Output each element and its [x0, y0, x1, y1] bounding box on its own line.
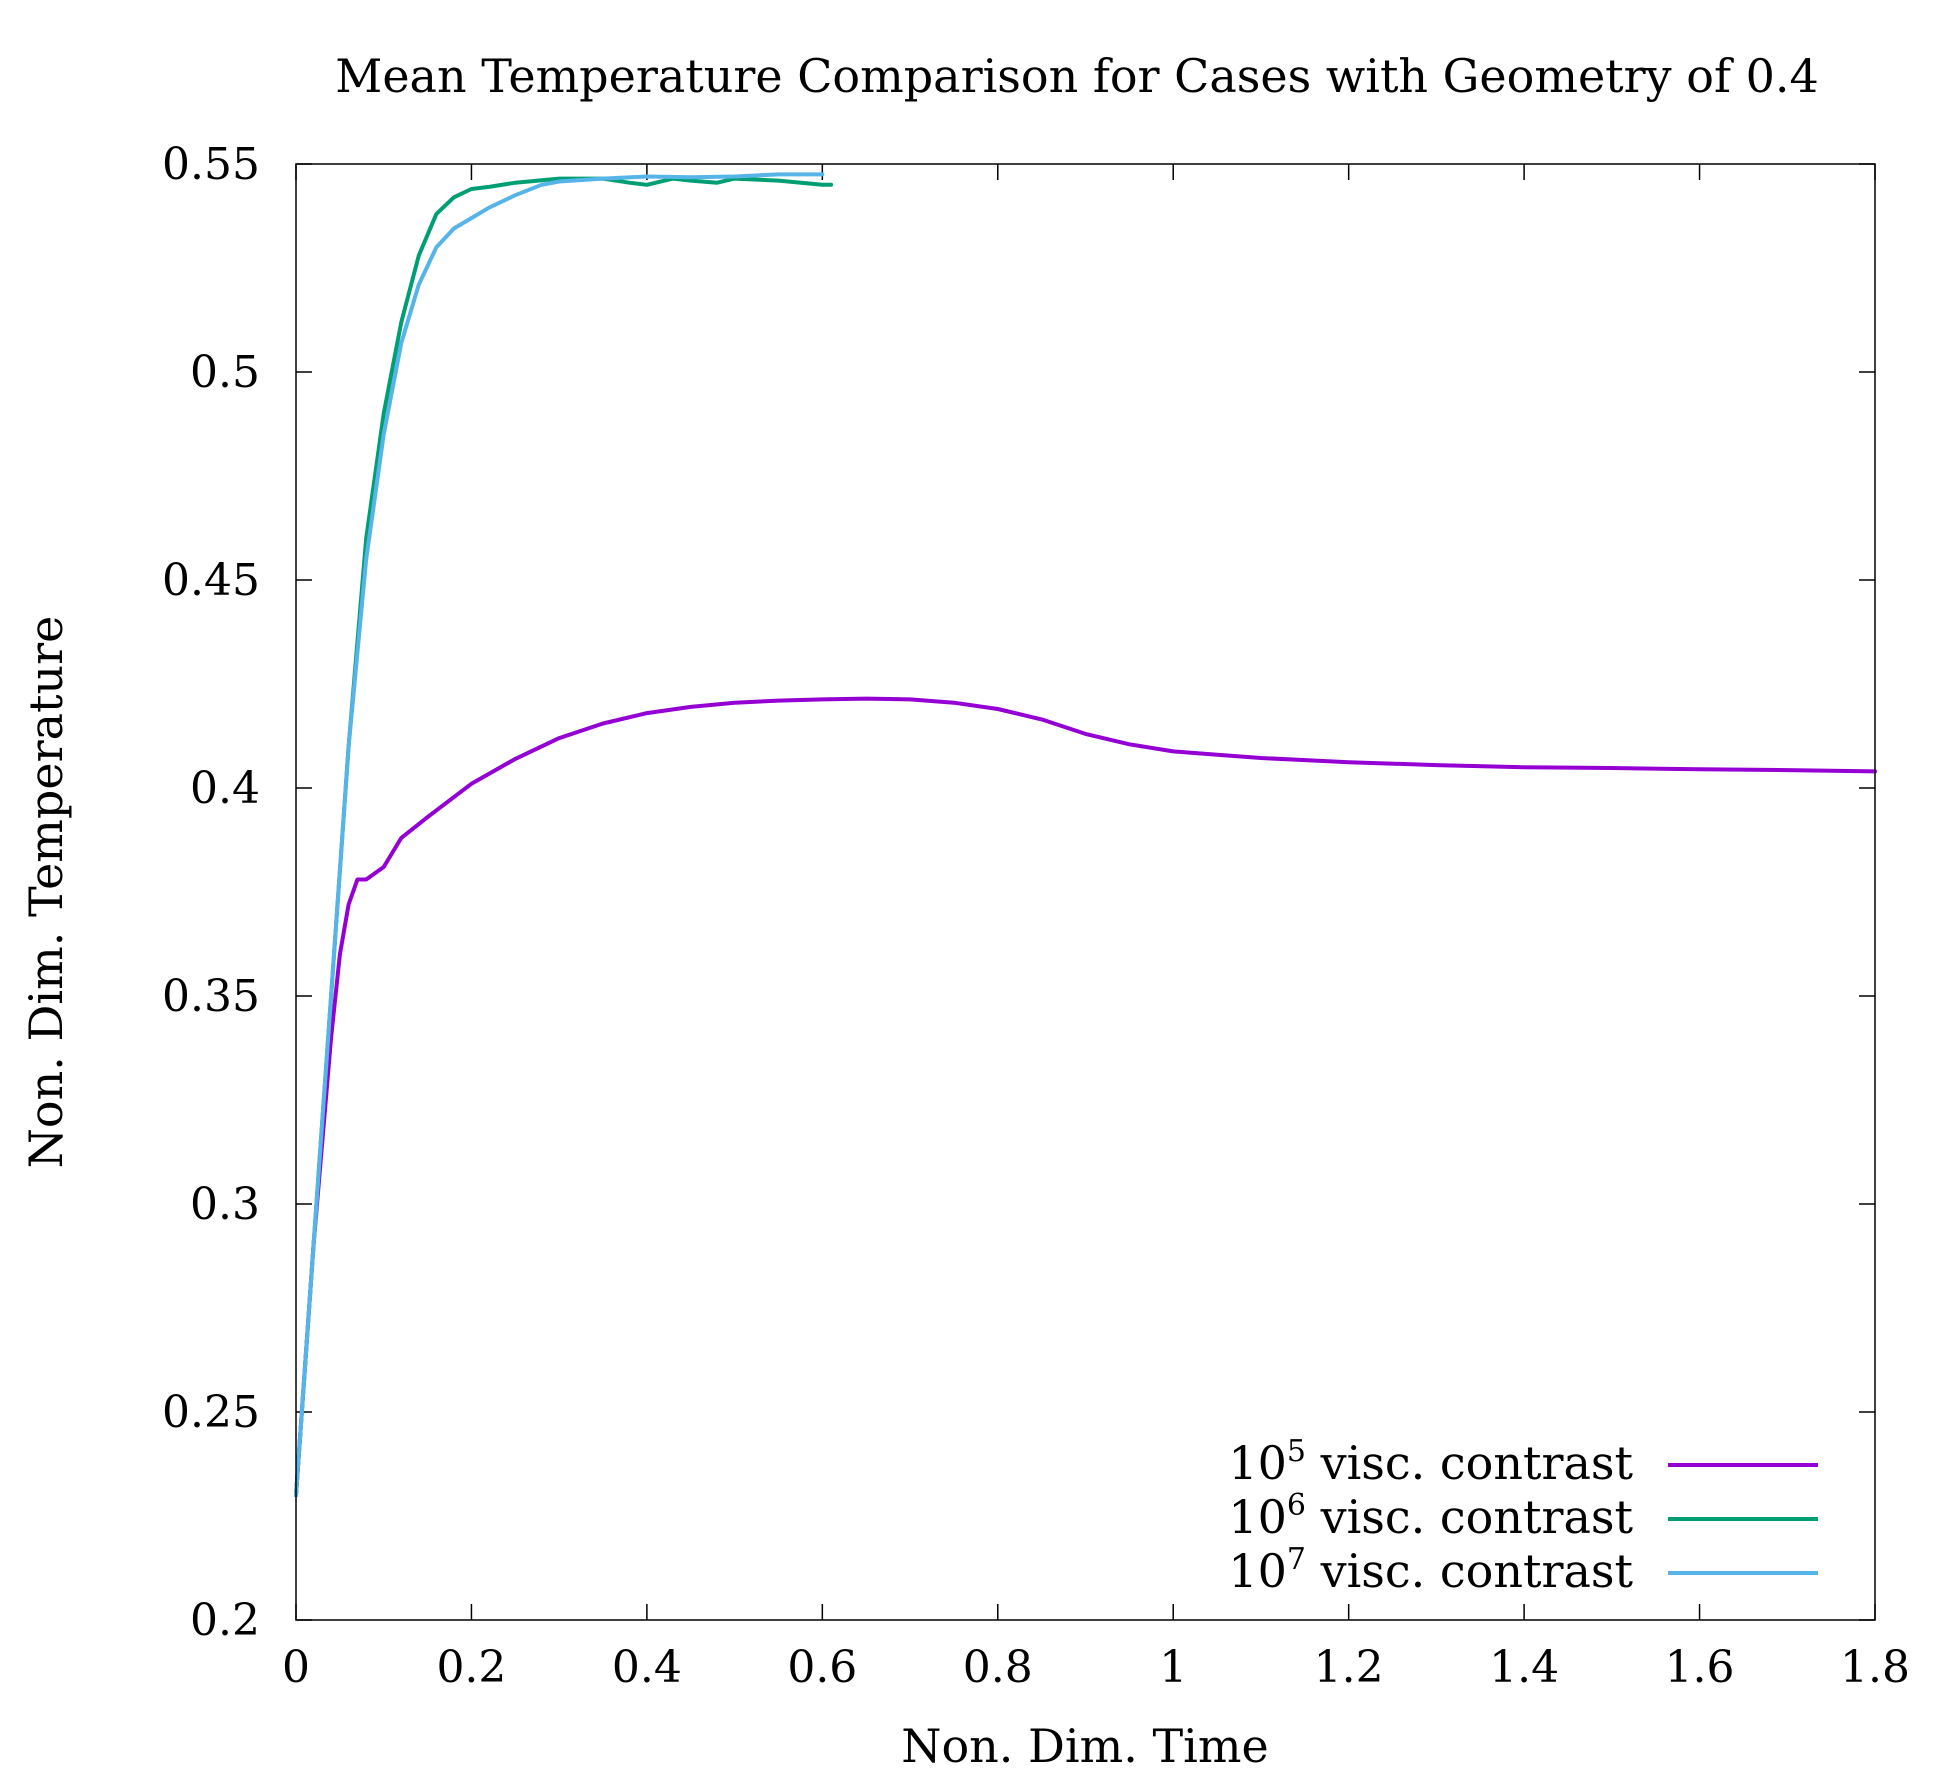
y-tick-label: 0.35 — [162, 971, 260, 1022]
series-line-3 — [294, 172, 825, 1498]
y-tick-label: 0.45 — [162, 555, 260, 606]
chart-title: Mean Temperature Comparison for Cases wi… — [335, 49, 1819, 103]
y-tick-label: 0.55 — [162, 139, 260, 190]
axes: 0 0.2 0.4 0.6 0.8 1 1.2 1.4 1.6 1.8 0.2 0.25 0.3 0.35… — [162, 139, 1910, 1693]
x-tick-label: 1.4 — [1489, 1642, 1559, 1693]
x-axis-label: Non. Dim. Time — [901, 1719, 1269, 1773]
plot-frame — [295, 163, 1876, 1621]
legend-item: 105 visc. contrast — [1228, 1434, 1818, 1490]
x-tick-label: 1.2 — [1314, 1642, 1384, 1693]
x-tick-label: 0.6 — [787, 1642, 857, 1693]
series-line-2 — [294, 176, 834, 1498]
y-tick-label: 0.25 — [162, 1387, 260, 1438]
y-tick-label: 0.5 — [190, 347, 260, 398]
legend-item: 106 visc. contrast — [1228, 1488, 1818, 1544]
x-tick-label: 0.8 — [963, 1642, 1033, 1693]
x-tick-label: 1.8 — [1840, 1642, 1910, 1693]
x-tick-label: 1.6 — [1665, 1642, 1735, 1693]
x-tick-label: 0.2 — [436, 1642, 506, 1693]
legend-item: 107 visc. contrast — [1228, 1542, 1818, 1598]
x-tick-label: 0 — [282, 1642, 310, 1693]
x-tick-label: 0.4 — [612, 1642, 682, 1693]
series-lines — [294, 172, 1877, 1498]
x-tick-label: 1 — [1159, 1642, 1187, 1693]
legend-label: 106 visc. contrast — [1228, 1488, 1633, 1544]
legend-label: 105 visc. contrast — [1228, 1434, 1633, 1490]
y-tick-label: 0.3 — [190, 1179, 260, 1230]
y-tick-label: 0.4 — [190, 763, 260, 814]
legend-label: 107 visc. contrast — [1228, 1542, 1633, 1598]
y-tick-label: 0.2 — [190, 1595, 260, 1646]
y-axis-label: Non. Dim. Temperature — [19, 616, 73, 1169]
series-line-1 — [294, 696, 1877, 1498]
